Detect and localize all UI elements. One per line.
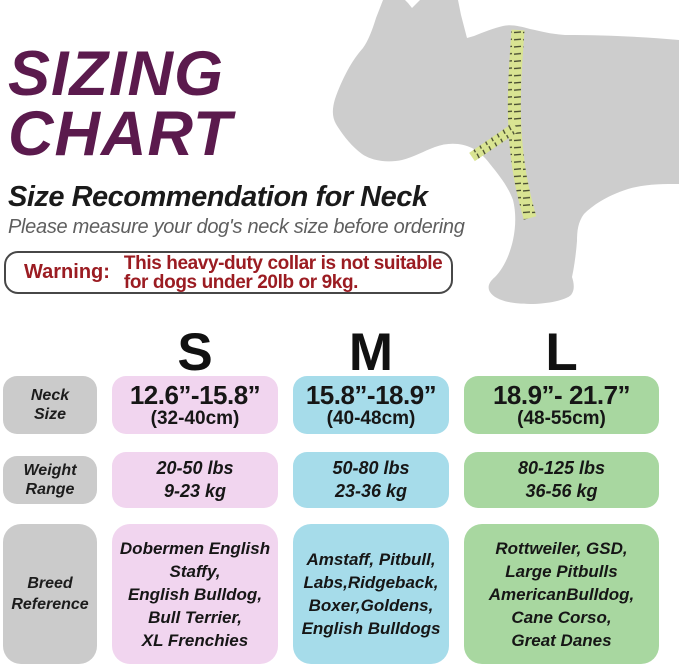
warning-label: Warning: [24,261,110,283]
breed-reference-row: Breed Reference Dobermen English Staffy,… [3,524,659,664]
warning-box: Warning: This heavy-duty collar is not s… [4,251,453,294]
measuring-tape-vertical-ticks [507,29,537,220]
row-header-neck-size: Neck Size [3,376,97,434]
column-header-m: M [348,323,394,382]
neck-size-cell-l: 18.9”- 21.7” (48-55cm) [464,376,659,434]
measure-note: Please measure your dog's neck size befo… [8,216,465,238]
column-header-spacer [3,328,97,378]
title-line-1: SIZING [8,39,225,109]
subtitle: Size Recommendation for Neck [8,181,428,213]
neck-size-cell-s: 12.6”-15.8” (32-40cm) [112,376,278,434]
column-header-l: L [545,323,578,382]
breed-cell-l: Rottweiler, GSD, Large Pitbulls American… [464,524,659,664]
column-header-row: S M L [3,326,659,379]
neck-size-row: Neck Size 12.6”-15.8” (32-40cm) 15.8”-18… [3,376,659,434]
row-header-breed-reference: Breed Reference [3,524,97,664]
breed-cell-s: Dobermen English Staffy, English Bulldog… [112,524,278,664]
column-header-s: S [177,323,213,382]
warning-message: This heavy-duty collar is not suitable f… [123,252,443,293]
breed-cell-m: Amstaff, Pitbull, Labs,Ridgeback, Boxer,… [293,524,449,664]
size-table: S M L Neck Size 12.6”-15.8” (32-40cm) 15… [3,326,659,664]
weight-range-row: Weight Range 20-50 lbs 9-23 kg 50-80 lbs… [3,452,659,508]
page-title: SIZING CHART [8,39,233,169]
neck-m-inches: 15.8”-18.9” [305,380,437,410]
neck-m-cm: (40-48cm) [326,408,416,429]
weight-cell-s: 20-50 lbs 9-23 kg [112,452,278,508]
measuring-tape-diagonal [469,122,519,162]
neck-l-inches: 18.9”- 21.7” [492,380,631,410]
weight-cell-l: 80-125 lbs 36-56 kg [464,452,659,508]
neck-l-cm: (48-55cm) [517,408,606,429]
weight-cell-m: 50-80 lbs 23-36 kg [293,452,449,508]
measuring-tape-vertical [507,29,537,220]
measuring-tape-diagonal-ticks [469,122,519,162]
neck-size-cell-m: 15.8”-18.9” (40-48cm) [293,376,449,434]
neck-s-cm: (32-40cm) [150,408,240,429]
row-header-weight-range: Weight Range [3,456,97,504]
title-line-2: CHART [8,99,233,169]
neck-s-inches: 12.6”-15.8” [129,380,261,410]
